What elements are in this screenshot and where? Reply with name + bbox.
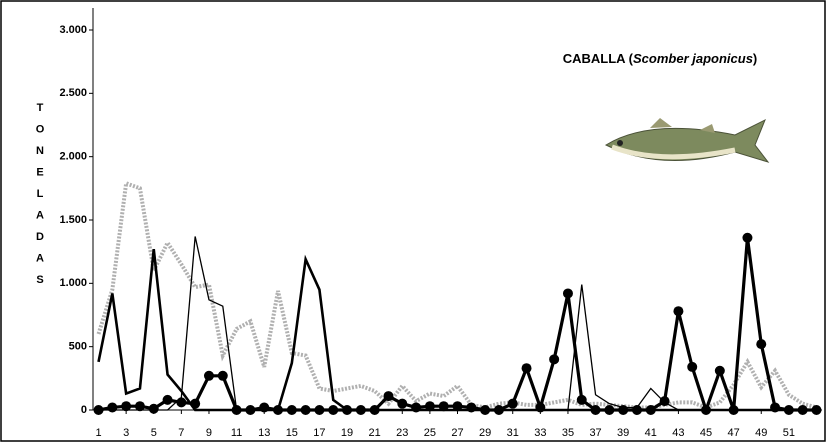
- marker: [190, 398, 201, 409]
- x-tick-label: 43: [672, 427, 684, 439]
- marker: [659, 396, 670, 407]
- x-tick-label: 45: [700, 427, 712, 439]
- x-tick-label: 29: [479, 427, 491, 439]
- marker: [203, 370, 214, 381]
- marker: [466, 402, 477, 413]
- marker: [328, 405, 339, 415]
- marker: [687, 361, 698, 372]
- marker: [811, 405, 822, 415]
- marker: [618, 405, 629, 415]
- y-tick-label: 500: [69, 341, 87, 353]
- x-tick-label: 27: [451, 427, 463, 439]
- x-tick-label: 35: [562, 427, 574, 439]
- marker: [604, 405, 615, 415]
- x-tick-label: 39: [617, 427, 629, 439]
- x-tick-label: 1: [95, 427, 101, 439]
- marker: [701, 405, 712, 415]
- marker: [314, 405, 325, 415]
- y-tick-label: 2.000: [59, 151, 87, 163]
- x-tick-label: 15: [286, 427, 298, 439]
- marker: [411, 402, 422, 413]
- chart-title: CABALLA (Scomber japonicus): [563, 51, 758, 66]
- marker: [245, 405, 256, 415]
- marker: [176, 397, 187, 408]
- marker: [521, 363, 532, 374]
- x-tick-label: 5: [151, 427, 157, 439]
- marker: [493, 405, 504, 415]
- x-tick-label: 47: [728, 427, 740, 439]
- fish-icon: [604, 118, 770, 163]
- y-tick-label: 0: [81, 404, 87, 416]
- marker: [452, 401, 463, 412]
- marker: [562, 288, 573, 299]
- marker: [770, 402, 781, 413]
- marker: [259, 402, 270, 413]
- x-tick-label: 11: [231, 427, 242, 439]
- marker: [507, 398, 518, 409]
- marker: [134, 401, 145, 412]
- marker: [590, 405, 601, 415]
- x-tick-label: 33: [534, 427, 546, 439]
- marker: [162, 394, 173, 405]
- x-tick-label: 25: [424, 427, 436, 439]
- x-tick-label: 23: [396, 427, 408, 439]
- x-tick-label: 17: [313, 427, 325, 439]
- marker: [286, 405, 297, 415]
- x-tick-label: 41: [645, 427, 657, 439]
- marker: [369, 405, 380, 415]
- marker: [438, 401, 449, 412]
- y-tick-label: 1.000: [59, 277, 87, 289]
- x-tick-label: 9: [206, 427, 212, 439]
- marker: [93, 405, 104, 415]
- y-tick-label: 2.500: [59, 87, 87, 99]
- marker: [107, 402, 118, 413]
- marker: [383, 391, 394, 402]
- marker: [728, 405, 739, 415]
- marker: [300, 405, 311, 415]
- marker: [355, 405, 366, 415]
- marker: [217, 370, 228, 381]
- x-tick-label: 51: [783, 427, 795, 439]
- x-tick-label: 49: [755, 427, 767, 439]
- y-tick-label: 3.000: [59, 24, 87, 36]
- marker: [797, 405, 808, 415]
- x-tick-label: 3: [123, 427, 129, 439]
- marker: [397, 398, 408, 409]
- marker: [673, 306, 684, 317]
- marker: [424, 401, 435, 412]
- marker: [756, 339, 767, 350]
- marker: [231, 405, 242, 415]
- marker: [273, 405, 284, 415]
- x-tick-label: 19: [341, 427, 353, 439]
- marker: [148, 403, 159, 414]
- marker: [549, 354, 560, 365]
- marker: [714, 365, 725, 376]
- marker: [121, 401, 132, 412]
- marker: [783, 405, 794, 415]
- y-tick-label: 1.500: [59, 214, 87, 226]
- marker: [342, 405, 353, 415]
- x-tick-label: 13: [258, 427, 270, 439]
- marker: [631, 405, 642, 415]
- marker: [480, 405, 491, 415]
- x-tick-label: 37: [589, 427, 601, 439]
- x-tick-label: 21: [369, 427, 381, 439]
- series-line: [96, 180, 818, 410]
- x-tick-label: 7: [178, 427, 184, 439]
- x-tick-label: 31: [507, 427, 519, 439]
- marker: [645, 405, 656, 415]
- marker: [576, 394, 587, 405]
- marker: [535, 402, 546, 413]
- marker: [742, 232, 753, 243]
